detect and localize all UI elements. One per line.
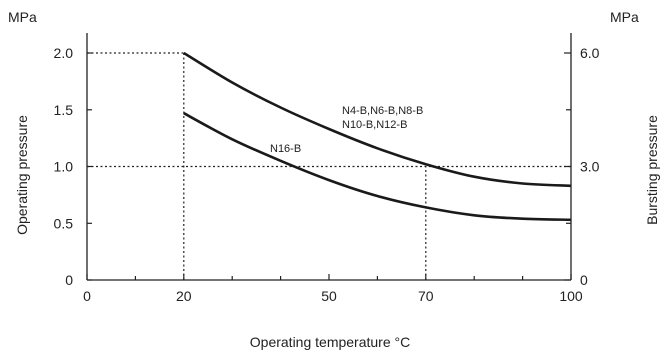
y-unit-right: MPa (610, 9, 639, 25)
y-tick-label: 2.0 (54, 45, 74, 61)
x-tick-label: 50 (321, 288, 337, 304)
x-axis-label: Operating temperature °C (250, 334, 410, 350)
axes (87, 33, 571, 280)
y-unit-left: MPa (8, 9, 37, 25)
x-tick-label: 100 (559, 288, 583, 304)
x-tick-label: 70 (418, 288, 434, 304)
y2-tick-label: 3.0 (580, 159, 600, 175)
y-tick-label: 1.0 (54, 159, 74, 175)
y-tick-label: 0.5 (54, 215, 74, 231)
series-curves (184, 53, 571, 220)
series-1-label: N4-B,N6-B,N8-B N10-B,N12-B (342, 105, 423, 131)
y-tick-label: 0 (65, 272, 73, 288)
y-axis-label-left: Operating pressure (14, 115, 30, 235)
x-tick-label: 20 (176, 288, 192, 304)
y-axis-label-right: Bursting pressure (644, 115, 660, 225)
y2-tick-label: 0 (580, 272, 588, 288)
ticks: 0 0.5 1.0 1.5 2.0 0 3.0 6.0 0 20 50 70 100 (54, 45, 600, 304)
reference-lines (87, 53, 571, 280)
y-tick-label: 1.5 (54, 102, 74, 118)
y2-tick-label: 6.0 (580, 45, 600, 61)
series-2-label: N16-B (270, 143, 301, 155)
x-tick-label: 0 (83, 288, 91, 304)
